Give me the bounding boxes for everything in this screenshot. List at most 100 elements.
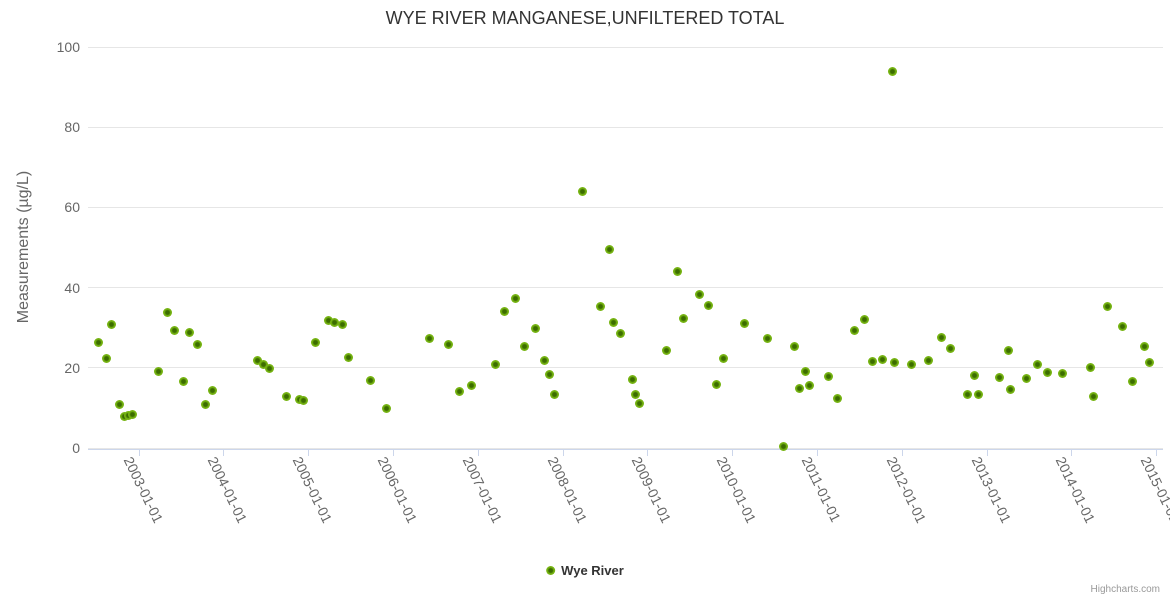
data-point[interactable]	[1139, 342, 1149, 352]
data-point[interactable]	[1088, 392, 1098, 402]
data-point[interactable]	[615, 328, 625, 338]
data-point[interactable]	[162, 307, 172, 317]
data-point[interactable]	[530, 324, 540, 334]
data-point[interactable]	[1004, 346, 1014, 356]
data-point[interactable]	[923, 355, 933, 365]
data-point[interactable]	[877, 355, 887, 365]
data-point[interactable]	[1117, 321, 1127, 331]
data-point[interactable]	[1032, 359, 1042, 369]
data-point[interactable]	[184, 328, 194, 337]
data-point[interactable]	[800, 366, 810, 376]
data-point[interactable]	[311, 338, 321, 348]
data-point[interactable]	[154, 366, 164, 376]
chart-title: WYE RIVER MANGANESE,UNFILTERED TOTAL	[385, 8, 785, 28]
data-point[interactable]	[1127, 376, 1137, 386]
data-point[interactable]	[763, 334, 773, 344]
data-point[interactable]	[1021, 374, 1031, 384]
x-axis-tick	[562, 449, 564, 456]
data-point[interactable]	[381, 404, 391, 414]
data-point[interactable]	[491, 360, 501, 370]
data-point[interactable]	[499, 306, 509, 316]
data-point[interactable]	[823, 372, 833, 382]
data-point[interactable]	[511, 294, 521, 304]
data-point[interactable]	[635, 398, 645, 408]
data-point[interactable]	[169, 325, 179, 335]
data-point[interactable]	[1086, 362, 1096, 372]
y-axis-label: 80	[64, 119, 80, 136]
data-point[interactable]	[424, 334, 434, 344]
data-point[interactable]	[739, 318, 749, 328]
data-point[interactable]	[467, 380, 477, 390]
data-point[interactable]	[973, 389, 983, 399]
data-point[interactable]	[631, 390, 640, 400]
y-axis-title: Measurements (µg/L)	[15, 170, 32, 324]
y-gridline	[88, 447, 1163, 449]
data-point[interactable]	[889, 358, 899, 368]
data-point[interactable]	[794, 384, 804, 394]
data-point[interactable]	[207, 385, 217, 395]
data-point[interactable]	[544, 370, 554, 380]
data-point[interactable]	[832, 394, 842, 404]
data-point[interactable]	[711, 380, 721, 390]
data-point[interactable]	[1144, 358, 1154, 368]
data-point[interactable]	[679, 313, 689, 323]
data-point[interactable]	[1058, 368, 1068, 378]
data-point[interactable]	[1103, 301, 1113, 311]
data-point[interactable]	[282, 392, 292, 402]
data-point[interactable]	[366, 375, 376, 385]
data-point[interactable]	[703, 300, 713, 310]
data-point[interactable]	[962, 390, 972, 400]
data-point[interactable]	[596, 301, 606, 311]
data-point[interactable]	[627, 374, 637, 384]
data-point[interactable]	[178, 377, 188, 387]
data-point[interactable]	[115, 400, 125, 410]
data-point[interactable]	[789, 342, 799, 352]
data-point[interactable]	[299, 395, 309, 405]
data-point[interactable]	[887, 66, 897, 76]
x-axis-tick	[1071, 449, 1073, 456]
data-point[interactable]	[324, 315, 333, 325]
data-point[interactable]	[1005, 385, 1015, 395]
data-point[interactable]	[849, 325, 859, 335]
data-point[interactable]	[337, 320, 347, 330]
data-point[interactable]	[1043, 368, 1053, 378]
data-point[interactable]	[343, 352, 353, 362]
data-point[interactable]	[719, 354, 729, 364]
data-point[interactable]	[994, 372, 1004, 382]
data-point[interactable]	[695, 289, 705, 299]
data-point[interactable]	[970, 370, 980, 380]
data-point[interactable]	[604, 245, 614, 255]
legend-item-wye-river[interactable]: Wye River	[546, 563, 624, 578]
data-point[interactable]	[868, 357, 878, 367]
data-point[interactable]	[778, 441, 788, 451]
y-axis-label: 40	[64, 279, 80, 296]
data-point[interactable]	[201, 400, 211, 410]
data-point[interactable]	[258, 360, 268, 370]
data-point[interactable]	[455, 387, 465, 397]
data-point[interactable]	[945, 343, 955, 353]
data-point[interactable]	[329, 317, 339, 327]
data-point[interactable]	[662, 346, 672, 356]
data-point[interactable]	[540, 355, 550, 365]
data-point[interactable]	[101, 354, 111, 364]
data-point[interactable]	[519, 342, 529, 352]
data-point[interactable]	[94, 338, 104, 348]
data-point[interactable]	[264, 363, 274, 373]
data-point[interactable]	[192, 339, 202, 349]
y-gridline	[88, 367, 1163, 369]
data-point[interactable]	[444, 340, 454, 350]
data-point[interactable]	[549, 390, 559, 400]
data-point[interactable]	[804, 380, 814, 390]
data-point[interactable]	[608, 317, 618, 327]
highcharts-credits-link[interactable]: Highcharts.com	[1090, 584, 1160, 595]
x-axis-label: 2009-01-01	[628, 454, 675, 526]
data-point[interactable]	[906, 360, 916, 370]
x-axis-label: 2004-01-01	[204, 454, 251, 526]
data-point[interactable]	[252, 356, 262, 366]
data-point[interactable]	[128, 409, 138, 419]
data-point[interactable]	[578, 186, 588, 196]
data-point[interactable]	[937, 332, 947, 342]
data-point[interactable]	[859, 315, 869, 325]
data-point[interactable]	[672, 267, 682, 277]
data-point[interactable]	[106, 319, 116, 329]
